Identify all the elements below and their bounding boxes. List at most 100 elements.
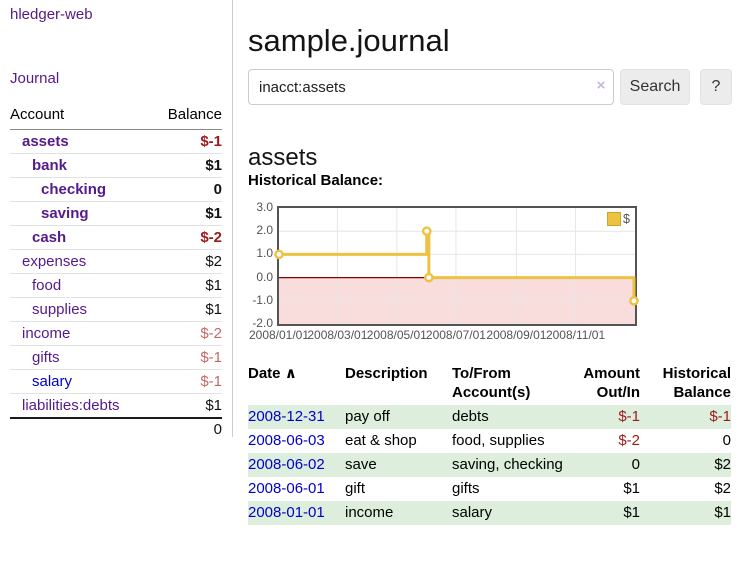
account-link-bank[interactable]: bank [32,157,68,174]
data-point [274,249,284,260]
transaction-description: gift [345,480,366,497]
transaction-balance: $-1 [640,405,731,429]
register-row: 2008-06-03 eat & shop food, supplies $-2… [248,429,731,453]
account-link-saving[interactable]: saving [41,205,89,222]
transaction-accounts: gifts [452,480,480,497]
transaction-accounts: saving, checking [452,453,564,477]
account-balance: $1 [205,277,222,294]
historical-balance-chart: $ 3.0 2.0 1.0 0.0 -1.0 -2.0 2008/01/01 2008/03/… [248,200,678,345]
account-link-assets[interactable]: assets [22,133,69,150]
x-axis-tick-label: 2008/09/01 [486,328,547,342]
register-header-amount: Amount Out/In [583,365,640,401]
transaction-date-link[interactable]: 2008-01-01 [248,504,325,521]
transaction-description: pay off [345,405,452,429]
transaction-amount: $1 [623,480,640,497]
accounts-header-balance: Balance [167,106,222,123]
y-axis-tick-label: 2.0 [256,223,273,238]
accounts-table: Account Balance assets $-1 bank $1 check… [10,103,222,441]
transaction-balance: $2 [640,453,731,477]
account-balance: $-2 [200,325,222,342]
account-balance: $1 [205,301,222,318]
x-axis-tick-label: 2008/01/01 [248,328,310,342]
account-row: saving $1 [10,202,222,226]
chart-plot[interactable]: $ [274,206,639,326]
legend-label: $ [623,212,630,226]
transaction-amount: $1 [564,501,640,525]
account-row: gifts $-1 [10,346,222,370]
y-axis-tick-label: 3.0 [256,200,273,214]
transaction-description: save [345,453,452,477]
transaction-balance: $1 [640,501,731,525]
chart-title: Historical Balance: [248,172,384,189]
account-balance: $-1 [200,373,222,390]
y-axis-tick-label: -1.0 [252,292,273,307]
register-row: 2008-06-02 save saving, checking 0 $2 [248,453,731,477]
clear-search-icon[interactable]: × [596,77,606,94]
account-row: food $1 [10,274,222,298]
page-title: sample.journal [248,22,450,58]
account-balance: $1 [205,157,222,174]
register-header-accounts: To/From Account(s) [452,365,531,401]
y-axis-tick-label: -2.0 [252,316,273,330]
register-header-balance: Historical Balance [662,365,731,401]
accounts-header-account: Account [10,106,65,123]
transaction-description: eat & shop [345,432,417,449]
register-row: 2008-12-31 pay off debts $-1 $-1 [248,405,731,429]
account-row: liabilities:debts $1 [10,394,222,419]
account-link-cash[interactable]: cash [32,229,67,246]
account-link-liabilities-debts[interactable]: liabilities:debts [22,397,120,414]
register-table: Date ∧ Description To/From Account(s) Am… [248,360,731,525]
transaction-date-link[interactable]: 2008-06-02 [248,456,325,473]
transaction-date-link[interactable]: 2008-06-03 [248,432,325,449]
account-link-income[interactable]: income [22,325,71,342]
transaction-accounts: debts [452,405,564,429]
accounts-total-value: 0 [213,421,222,438]
account-row: expenses $2 [10,250,222,274]
transaction-accounts: food, supplies [452,432,545,449]
account-balance: $-1 [200,349,222,366]
account-link-salary[interactable]: salary [32,373,73,390]
legend-swatch-icon [607,212,622,226]
transaction-amount: $-2 [618,432,640,449]
app-title-link[interactable]: hledger-web [10,6,93,23]
account-balance: $1 [205,205,222,222]
x-axis-tick-label: 2008/07/01 [425,328,486,342]
help-button[interactable]: ? [700,69,732,105]
transaction-description: income [345,501,452,525]
transaction-amount: 0 [564,453,640,477]
account-row: bank $1 [10,154,222,178]
chart-legend: $ [605,211,632,227]
data-point [421,226,432,237]
transaction-date-link[interactable]: 2008-06-01 [248,480,325,497]
sidebar-item-journal[interactable]: Journal [10,70,60,87]
account-link-food[interactable]: food [32,277,62,294]
account-balance: $-2 [200,229,222,246]
x-axis-tick-label: 2008/03/01 [307,328,368,342]
x-axis-tick-label: 2008/05/01 [366,328,427,342]
accounts-total-row: 0 [10,419,222,441]
x-axis-tick-label: 2008/11/01 [545,328,606,342]
account-row: checking 0 [10,178,222,202]
account-link-expenses[interactable]: expenses [22,253,87,270]
transaction-accounts: salary [452,501,564,525]
y-axis-tick-label: 0.0 [256,269,273,284]
account-balance: $-1 [200,133,222,150]
account-link-supplies[interactable]: supplies [32,301,88,318]
transaction-amount: $-1 [564,405,640,429]
y-axis-tick-label: 1.0 [256,246,273,261]
transaction-balance: 0 [722,432,731,449]
account-balance: $1 [205,397,222,414]
search-button[interactable]: Search [620,69,690,105]
account-heading: assets [248,143,318,171]
search-input[interactable] [248,69,614,105]
register-row: 2008-06-01 gift gifts $1 $2 [248,477,731,501]
register-header-date[interactable]: Date ∧ [248,360,345,405]
account-link-checking[interactable]: checking [41,181,107,198]
sort-ascending-icon: ∧ [284,365,297,382]
register-header-description: Description [345,365,428,382]
account-row: income $-2 [10,322,222,346]
account-link-gifts[interactable]: gifts [32,349,60,366]
account-row: salary $-1 [10,370,222,394]
accounts-table-header: Account Balance [10,103,222,130]
transaction-date-link[interactable]: 2008-12-31 [248,408,325,425]
